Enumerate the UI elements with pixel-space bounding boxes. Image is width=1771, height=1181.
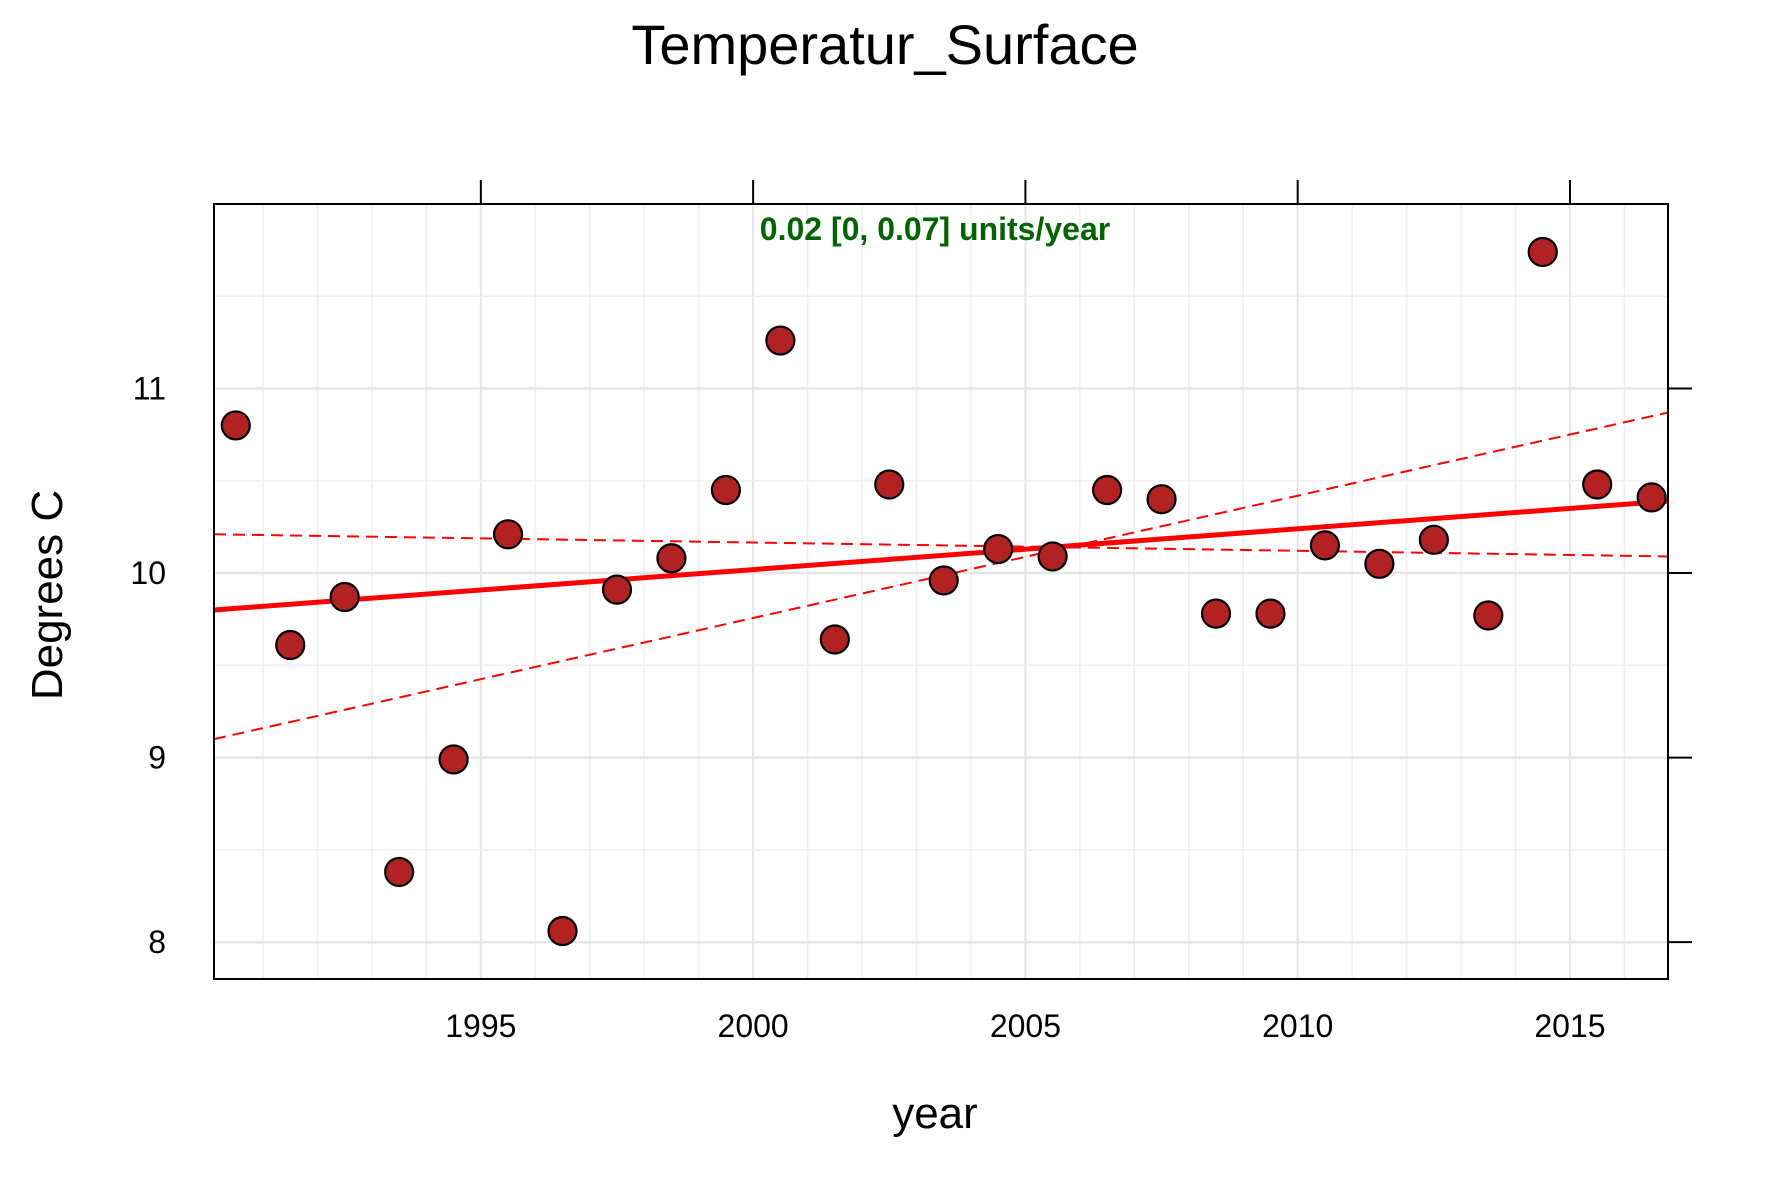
y-tick-label: 10 [130,555,166,591]
chart-title: Temperatur_Surface [631,13,1138,76]
data-points [220,236,1667,947]
x-tick-label: 1995 [445,1008,516,1044]
data-point [1091,474,1123,506]
x-tick-label: 2000 [718,1008,789,1044]
data-point [329,581,360,613]
data-point [547,915,578,947]
data-point [1636,482,1667,513]
y-tick-label: 9 [148,740,166,776]
y-axis-label: Degrees C [23,490,72,700]
data-point [1582,469,1613,500]
data-point [1255,598,1286,629]
y-tick-label: 8 [148,924,166,960]
data-point [1364,548,1395,579]
data-point [601,574,633,605]
data-point [1527,236,1558,268]
data-point [710,474,741,506]
plot-area [213,203,1669,980]
trend-line [213,498,1669,613]
data-point [384,856,415,888]
x-tick-label: 2010 [1262,1008,1333,1044]
data-point [492,519,524,550]
data-point [765,325,796,356]
data-point [983,533,1014,565]
data-point [438,744,469,775]
data-point [1037,541,1068,572]
data-point [220,410,251,441]
data-point [928,565,959,596]
x-tick-label: 2015 [1534,1008,1605,1044]
y-tick-label: 11 [133,371,166,407]
data-point [1200,598,1232,629]
data-point [275,629,306,661]
axis-ticks: 1995 2000 2005 2010 2015 8 9 10 11 [130,180,1692,1044]
data-point [1418,524,1449,555]
x-tick-label: 2005 [990,1008,1061,1044]
ci-lower-line [213,533,1669,558]
x-axis-label: year [892,1089,978,1138]
data-point [1146,484,1177,515]
data-point [874,469,905,500]
data-point [819,624,850,655]
trend-annotation: 0.02 [0, 0.07] units/year [760,211,1110,247]
data-point [1309,530,1341,561]
data-point [656,543,687,574]
data-point [1473,600,1504,631]
